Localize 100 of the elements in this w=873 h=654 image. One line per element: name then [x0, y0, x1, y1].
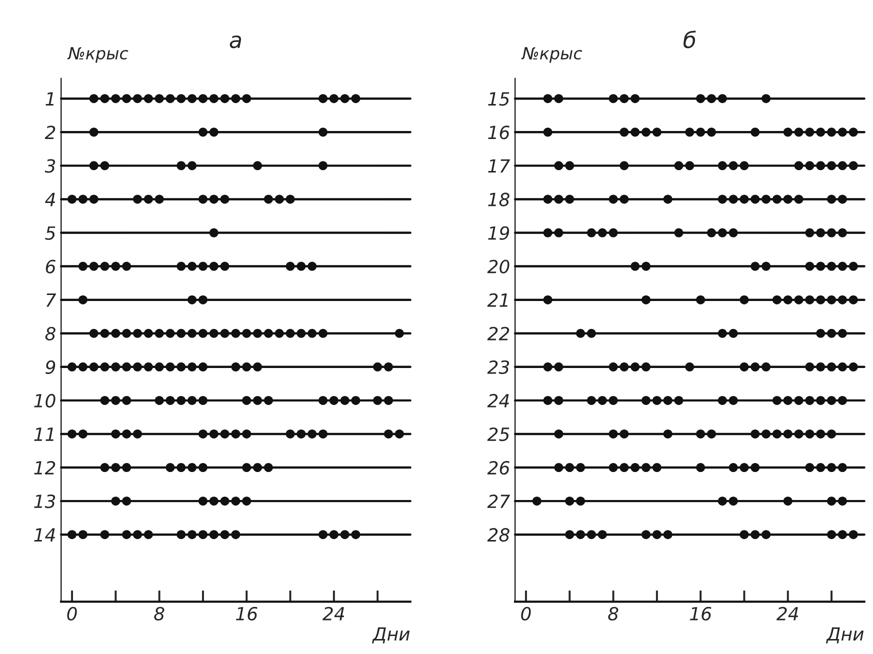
point: [111, 328, 120, 338]
point: [89, 194, 98, 204]
point: [608, 228, 618, 238]
point: [209, 194, 218, 204]
point: [728, 194, 738, 204]
point: [816, 161, 826, 170]
point: [176, 362, 186, 372]
point: [340, 530, 350, 540]
point: [78, 429, 88, 438]
point: [220, 429, 230, 438]
point: [253, 396, 262, 405]
point: [78, 295, 88, 304]
point: [351, 396, 360, 405]
point: [209, 128, 218, 137]
point: [706, 94, 716, 104]
point: [750, 463, 760, 472]
point: [220, 262, 230, 271]
point: [122, 362, 132, 372]
y-tick-label: 9: [46, 360, 56, 374]
point: [620, 429, 629, 438]
point: [220, 496, 230, 506]
point: [652, 463, 662, 472]
point: [838, 530, 847, 540]
point: [565, 161, 574, 170]
y-tick-label: 26: [487, 460, 510, 475]
point: [231, 429, 240, 438]
point: [220, 328, 230, 338]
point: [827, 496, 836, 506]
point: [608, 362, 618, 372]
point: [318, 530, 328, 540]
point: [838, 328, 847, 338]
point: [816, 262, 826, 271]
point: [762, 530, 771, 540]
point: [198, 295, 208, 304]
point: [608, 94, 618, 104]
point: [576, 463, 586, 472]
point: [144, 328, 153, 338]
y-tick-label: 18: [488, 192, 510, 206]
point: [329, 530, 338, 540]
point: [598, 530, 607, 540]
point: [663, 194, 672, 204]
point: [532, 496, 542, 506]
point: [543, 295, 552, 304]
point: [740, 161, 749, 170]
point: [642, 295, 651, 304]
point: [816, 463, 826, 472]
point: [231, 94, 240, 104]
point: [772, 295, 782, 304]
point: [132, 362, 142, 372]
point: [608, 396, 618, 405]
point: [231, 362, 240, 372]
point: [696, 463, 706, 472]
point: [154, 194, 164, 204]
point: [554, 194, 564, 204]
y-tick-label: 25: [487, 427, 510, 442]
point: [827, 161, 836, 170]
x-tick-label: 24: [776, 606, 798, 620]
point: [554, 362, 564, 372]
point: [264, 396, 273, 405]
point: [608, 429, 618, 438]
point: [318, 128, 328, 137]
point: [728, 161, 738, 170]
point: [89, 362, 98, 372]
point: [718, 228, 727, 238]
point: [663, 530, 672, 540]
point: [838, 228, 847, 238]
point: [728, 228, 738, 238]
point: [783, 295, 792, 304]
point: [198, 429, 208, 438]
point: [351, 530, 360, 540]
point: [543, 396, 552, 405]
point: [586, 530, 596, 540]
point: [620, 463, 629, 472]
point: [176, 161, 186, 170]
point: [576, 530, 586, 540]
point: [264, 328, 273, 338]
point: [132, 429, 142, 438]
point: [242, 328, 252, 338]
point: [696, 295, 706, 304]
point: [706, 228, 716, 238]
x-tick-label: 16: [690, 606, 712, 621]
point: [586, 396, 596, 405]
point: [750, 362, 760, 372]
point: [805, 228, 814, 238]
point: [373, 396, 382, 405]
point: [89, 94, 98, 104]
point: [816, 328, 826, 338]
point: [286, 429, 295, 438]
point: [242, 396, 252, 405]
y-tick-label: 27: [487, 494, 510, 508]
point: [805, 429, 814, 438]
point: [220, 94, 230, 104]
point: [198, 328, 208, 338]
point: [132, 328, 142, 338]
point: [728, 496, 738, 506]
y-tick-label: 20: [487, 260, 510, 274]
point: [740, 463, 749, 472]
point: [154, 328, 164, 338]
point: [728, 328, 738, 338]
point: [816, 362, 826, 372]
